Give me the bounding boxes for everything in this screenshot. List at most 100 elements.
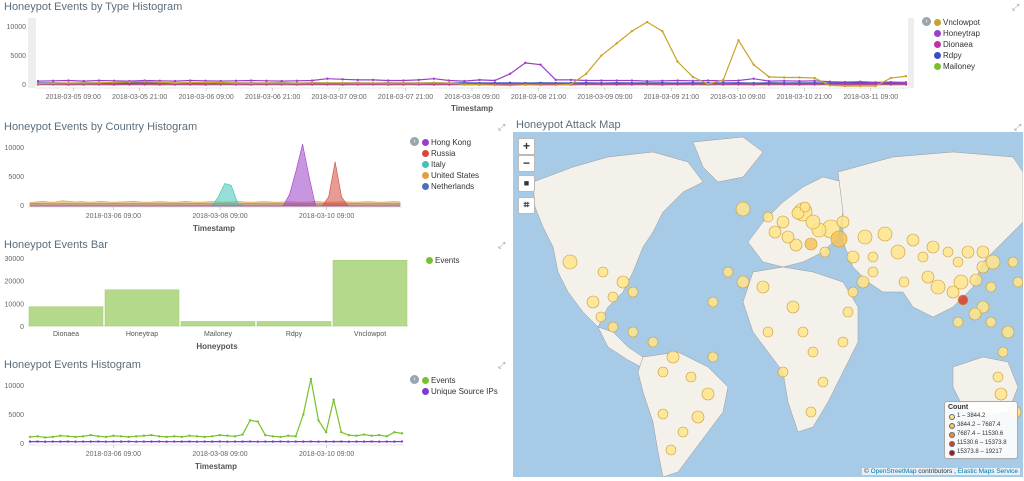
map-marker[interactable] xyxy=(707,351,719,363)
fit-data-bounds-button[interactable]: ⌗ xyxy=(518,197,535,214)
data-point[interactable] xyxy=(265,79,268,83)
data-point[interactable] xyxy=(691,75,695,79)
data-point[interactable] xyxy=(554,83,557,87)
data-point[interactable] xyxy=(295,82,299,85)
data-point[interactable] xyxy=(67,81,70,85)
data-point[interactable] xyxy=(81,435,85,438)
legend-item[interactable]: Netherlands xyxy=(420,181,474,192)
data-point[interactable] xyxy=(843,82,847,86)
data-point[interactable] xyxy=(112,82,116,86)
data-point[interactable] xyxy=(752,63,755,66)
data-point[interactable] xyxy=(691,82,695,86)
data-point[interactable] xyxy=(302,440,305,443)
data-point[interactable] xyxy=(356,81,359,85)
bar[interactable] xyxy=(256,321,332,327)
data-point[interactable] xyxy=(615,82,618,86)
map-marker[interactable] xyxy=(666,350,680,364)
map-marker[interactable] xyxy=(736,275,750,289)
data-point[interactable] xyxy=(28,435,32,439)
data-point[interactable] xyxy=(104,440,108,443)
data-point[interactable] xyxy=(211,440,214,443)
data-point[interactable] xyxy=(400,440,404,443)
data-point[interactable] xyxy=(478,78,481,82)
data-point[interactable] xyxy=(317,419,320,422)
data-point[interactable] xyxy=(904,82,908,86)
data-point[interactable] xyxy=(722,82,725,86)
bar[interactable] xyxy=(332,260,408,327)
map-marker[interactable] xyxy=(957,294,969,306)
data-point[interactable] xyxy=(150,433,153,437)
data-point[interactable] xyxy=(128,82,131,86)
data-point[interactable] xyxy=(143,82,146,86)
data-point[interactable] xyxy=(248,419,252,422)
data-point[interactable] xyxy=(97,435,100,438)
data-point[interactable] xyxy=(203,435,206,439)
data-point[interactable] xyxy=(393,430,396,434)
data-point[interactable] xyxy=(157,435,161,438)
data-point[interactable] xyxy=(539,83,542,87)
map-marker[interactable] xyxy=(836,215,850,229)
legend-toggle-icon[interactable]: › xyxy=(410,375,419,384)
data-point[interactable] xyxy=(767,75,771,79)
data-point[interactable] xyxy=(294,440,297,443)
legend-item[interactable]: Mailoney xyxy=(932,61,975,72)
data-point[interactable] xyxy=(204,82,207,86)
data-point[interactable] xyxy=(188,440,191,443)
data-point[interactable] xyxy=(218,433,221,437)
data-point[interactable] xyxy=(402,81,405,85)
data-point[interactable] xyxy=(59,434,62,437)
data-point[interactable] xyxy=(74,440,77,443)
data-point[interactable] xyxy=(585,79,588,82)
map-marker[interactable] xyxy=(877,226,893,242)
data-point[interactable] xyxy=(89,433,92,437)
data-point[interactable] xyxy=(264,433,267,437)
map-marker[interactable] xyxy=(830,230,848,248)
data-point[interactable] xyxy=(798,76,801,79)
data-point[interactable] xyxy=(309,377,313,381)
data-point[interactable] xyxy=(813,79,816,83)
data-point[interactable] xyxy=(370,434,373,437)
data-point[interactable] xyxy=(249,79,253,82)
map-marker[interactable] xyxy=(597,266,609,278)
data-point[interactable] xyxy=(782,76,786,79)
data-point[interactable] xyxy=(798,79,801,83)
data-point[interactable] xyxy=(798,82,801,86)
data-point[interactable] xyxy=(402,79,405,82)
map-marker[interactable] xyxy=(890,244,906,260)
map-marker[interactable] xyxy=(846,250,860,264)
map-marker[interactable] xyxy=(952,256,964,268)
data-point[interactable] xyxy=(234,81,238,85)
data-point[interactable] xyxy=(302,413,305,416)
data-point[interactable] xyxy=(97,79,101,82)
data-point[interactable] xyxy=(317,440,320,443)
map-marker[interactable] xyxy=(1007,256,1019,268)
data-point[interactable] xyxy=(51,440,54,443)
map-marker[interactable] xyxy=(701,387,715,401)
map-marker[interactable] xyxy=(856,275,870,289)
data-point[interactable] xyxy=(128,80,131,84)
data-point[interactable] xyxy=(332,398,335,401)
map-marker[interactable] xyxy=(917,251,929,263)
data-point[interactable] xyxy=(52,82,55,85)
data-point[interactable] xyxy=(874,84,877,88)
data-point[interactable] xyxy=(371,81,375,85)
series-line[interactable] xyxy=(29,378,403,439)
legend-item[interactable]: Vnclowpot xyxy=(932,17,980,28)
map-marker[interactable] xyxy=(691,410,705,424)
data-point[interactable] xyxy=(356,78,359,82)
data-point[interactable] xyxy=(645,79,649,83)
data-point[interactable] xyxy=(889,80,892,84)
data-point[interactable] xyxy=(630,79,634,82)
map-marker[interactable] xyxy=(707,296,719,308)
map-marker[interactable] xyxy=(665,444,677,456)
map-marker[interactable] xyxy=(926,240,940,254)
data-point[interactable] xyxy=(524,83,527,86)
legend-item[interactable]: Italy xyxy=(420,159,446,170)
data-point[interactable] xyxy=(180,440,184,443)
legend-item[interactable]: Hong Kong xyxy=(420,137,471,148)
data-point[interactable] xyxy=(447,79,451,82)
openstreetmap-link[interactable]: OpenStreetMap xyxy=(870,468,917,475)
data-point[interactable] xyxy=(539,63,542,66)
data-point[interactable] xyxy=(158,82,162,86)
data-point[interactable] xyxy=(173,81,177,85)
